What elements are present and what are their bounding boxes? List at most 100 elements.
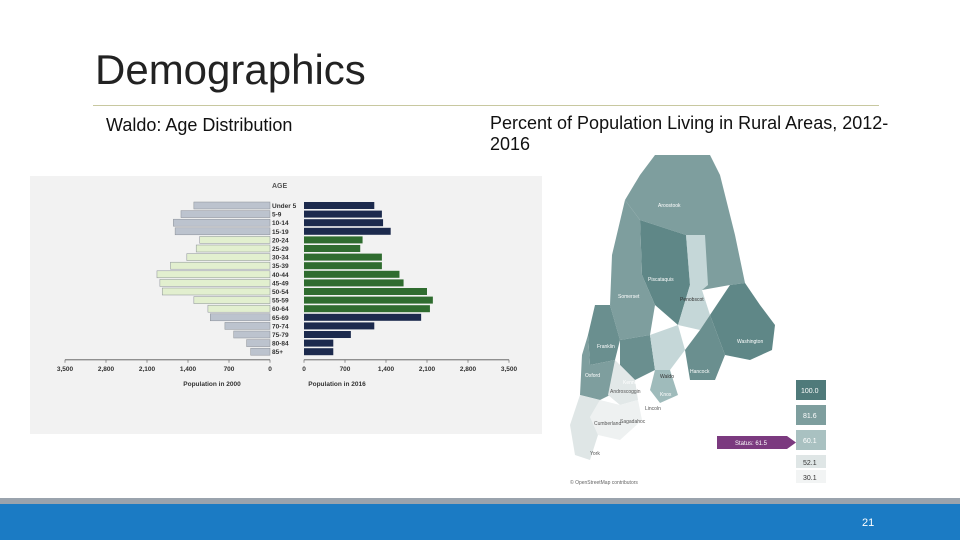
county-hancock	[685, 315, 725, 380]
bar-2016-40-44	[304, 270, 400, 278]
map-attribution: © OpenStreetMap contributors	[570, 479, 638, 486]
pyramid-title: AGE	[272, 183, 288, 190]
bar-2016-10-14	[304, 219, 384, 227]
age-label: 85+	[272, 349, 283, 356]
age-label: 70-74	[272, 323, 289, 330]
slide-title: Demographics	[95, 46, 366, 93]
map-label-washington: Washington	[737, 339, 763, 345]
bar-2000-10-14	[173, 218, 271, 227]
map-label-somerset: Somerset	[618, 294, 640, 300]
map-callout-box	[717, 436, 787, 449]
x-tick-label: 0	[268, 366, 272, 373]
x-tick-label: 3,500	[501, 366, 518, 373]
bar-2016-15-19	[304, 227, 391, 235]
county-kennebec	[620, 335, 655, 380]
rural-population-subtitle: Percent of Population Living in Rural Ar…	[490, 113, 889, 154]
bar-2000-35-39	[170, 261, 271, 270]
legend-value-5: 30.1	[803, 475, 817, 482]
bar-2000-5-9	[180, 210, 271, 218]
x-label-2016: Population in 2016	[308, 381, 366, 388]
legend-swatch-2	[796, 405, 826, 425]
age-label: 35-39	[272, 263, 289, 270]
bar-2016-50-54	[304, 288, 427, 295]
age-label: 55-59	[272, 298, 289, 305]
bar-2016-60-64	[304, 305, 430, 313]
legend-value-1: 100.0	[801, 388, 819, 395]
county-androscoggin	[608, 360, 638, 405]
map-label-hancock: Hancock	[690, 369, 710, 375]
map-callout-text: Status: 61.5	[735, 441, 768, 447]
age-label: 15-19	[272, 229, 289, 236]
bar-2000-55-59	[193, 296, 271, 304]
map-label-lincoln: Lincoln	[645, 406, 661, 412]
map-label-sagadahoc: Sagadahoc	[620, 419, 646, 425]
county-somerset	[610, 200, 655, 340]
x-tick-label: 700	[224, 366, 235, 373]
map-label-penobscot: Penobscot	[680, 297, 704, 303]
bar-2000-Under 5	[193, 201, 271, 210]
legend-swatch-1	[796, 380, 826, 400]
x-label-2000: Population in 2000	[183, 381, 241, 388]
map-label-kennebec: Kennebec	[623, 380, 646, 386]
county-aroostook	[625, 155, 745, 290]
county-piscataquis	[640, 220, 690, 325]
footer-accent-bar	[0, 498, 960, 504]
bar-2000-25-29	[195, 244, 271, 253]
x-tick-label: 0	[302, 366, 306, 373]
bar-2016-35-39	[304, 262, 382, 270]
county-penobscot	[678, 235, 710, 330]
age-distribution-subtitle: Waldo: Age Distribution	[106, 115, 293, 135]
age-label: Under 5	[272, 203, 297, 210]
legend-swatch-5	[796, 470, 826, 483]
page-number: 21	[862, 517, 875, 529]
x-tick-label: 2,800	[460, 366, 477, 373]
x-tick-label: 1,400	[180, 366, 197, 373]
bar-2016-55-59	[304, 296, 433, 304]
age-label: 80-84	[272, 341, 289, 348]
map-label-androscoggin: Androscoggin	[610, 389, 641, 395]
map-label-cumberland: Cumberland	[594, 421, 621, 427]
x-tick-label: 700	[340, 366, 351, 373]
map-label-waldo: Waldo	[660, 374, 674, 380]
bar-2000-85+	[250, 347, 271, 356]
maine-rural-map: Aroostook Piscataquis Somerset Penobscot…	[560, 155, 830, 490]
county-oxford	[580, 335, 620, 400]
bar-2000-70-74	[224, 322, 271, 330]
bar-2000-20-24	[199, 236, 271, 244]
footer-bar	[0, 504, 960, 540]
bar-2000-50-54	[161, 287, 271, 296]
map-label-oxford: Oxford	[585, 373, 600, 379]
legend-value-2: 81.6	[803, 413, 817, 420]
x-tick-label: 2,800	[98, 366, 115, 373]
map-callout-arrow-icon	[787, 436, 796, 449]
county-franklin	[588, 305, 620, 365]
age-label: 60-64	[272, 306, 289, 313]
bar-2000-65-69	[210, 313, 271, 322]
bar-2000-40-44	[156, 270, 271, 279]
age-label: 10-14	[272, 220, 289, 227]
x-tick-label: 3,500	[57, 366, 74, 373]
bar-2000-45-49	[159, 279, 271, 287]
title-divider	[93, 105, 879, 106]
x-tick-label: 1,400	[378, 366, 395, 373]
bar-2016-85+	[304, 348, 334, 356]
county-washington	[710, 283, 775, 360]
age-label: 50-54	[272, 289, 289, 296]
bar-2000-30-34	[186, 253, 271, 261]
county-york	[570, 395, 600, 460]
county-waldo	[650, 325, 685, 370]
bar-2016-5-9	[304, 210, 382, 218]
county-cumberland	[590, 400, 642, 440]
bar-2016-75-79	[304, 331, 351, 338]
bar-2016-20-24	[304, 236, 363, 244]
bar-2016-25-29	[304, 245, 361, 252]
map-label-piscataquis: Piscataquis	[648, 277, 674, 283]
age-label: 20-24	[272, 237, 289, 244]
age-label: 30-34	[272, 255, 289, 262]
bar-2000-60-64	[207, 304, 271, 313]
age-label: 5-9	[272, 212, 282, 219]
map-label-knox: Knox	[660, 392, 672, 398]
legend-value-4: 52.1	[803, 460, 817, 467]
bar-2016-65-69	[304, 313, 422, 321]
